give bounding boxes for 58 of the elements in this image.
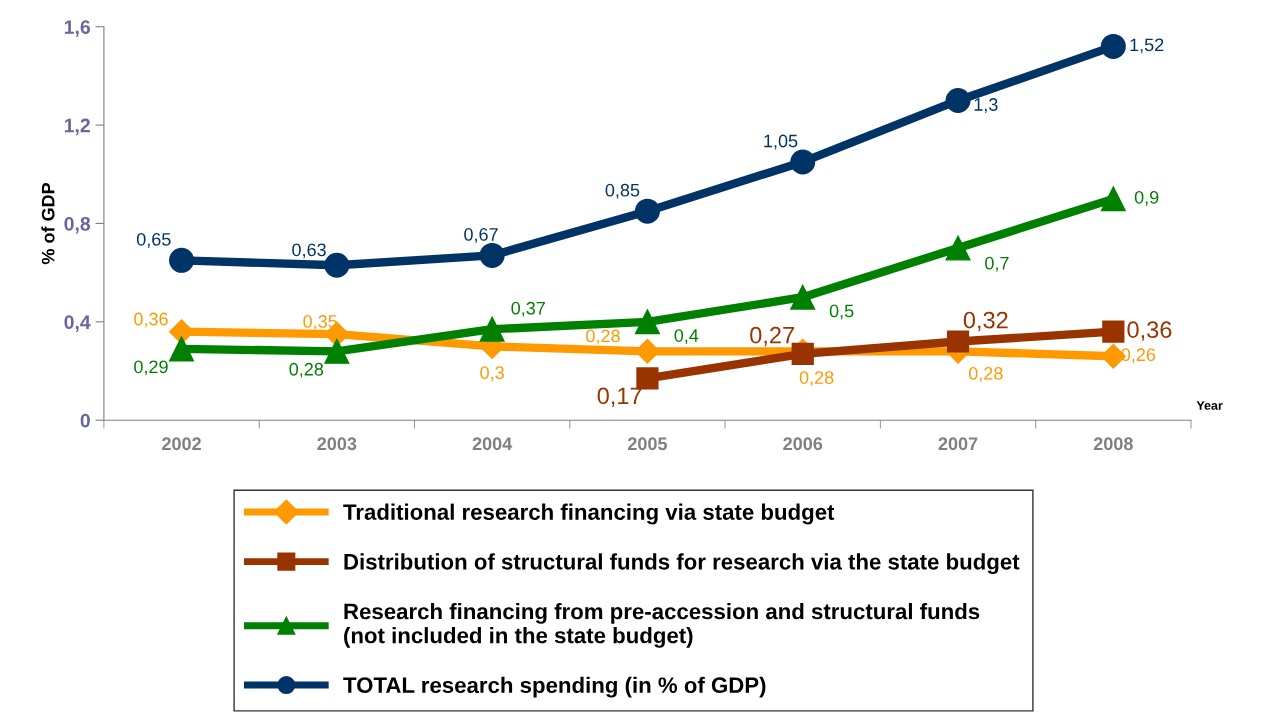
legend-label: Distribution of structural funds for research via the state budget bbox=[344, 553, 1020, 575]
data-label: 0,26 bbox=[1121, 348, 1156, 364]
data-label: 0,17 bbox=[597, 387, 642, 407]
legend-label: TOTAL research spending (in % of GDP) bbox=[343, 676, 766, 698]
data-label: 0,9 bbox=[1134, 190, 1159, 206]
x-tick-label: 2005 bbox=[627, 437, 668, 451]
y-axis-title: % of GDP bbox=[41, 182, 55, 265]
x-tick-label: 2008 bbox=[1093, 437, 1133, 451]
x-tick-label: 2003 bbox=[317, 437, 357, 451]
data-label: 1,52 bbox=[1130, 38, 1164, 54]
data-label: 0,29 bbox=[134, 360, 168, 376]
data-label: 0,5 bbox=[829, 304, 854, 320]
y-tick-label: 1,2 bbox=[64, 118, 90, 136]
data-label: 0,27 bbox=[750, 326, 794, 347]
data-label: 1,3 bbox=[974, 98, 998, 114]
point bbox=[479, 242, 505, 268]
data-label: 0,28 bbox=[289, 362, 324, 378]
point bbox=[945, 235, 971, 261]
data-label: 0,32 bbox=[963, 311, 1008, 332]
data-label: 0,28 bbox=[968, 367, 1003, 382]
point bbox=[634, 198, 660, 224]
point bbox=[324, 338, 350, 364]
point bbox=[1100, 186, 1126, 212]
data-label: 0,67 bbox=[464, 228, 498, 243]
legend-label: Research financing from pre-accession and structural funds (not included in the state budget) bbox=[344, 603, 980, 648]
point bbox=[1102, 320, 1125, 343]
y-tick-label: 0,8 bbox=[64, 216, 91, 234]
point bbox=[790, 284, 816, 310]
data-label: 0,65 bbox=[136, 232, 171, 248]
x-tick-label: 2002 bbox=[162, 437, 201, 451]
x-tick-label: 2007 bbox=[938, 437, 978, 451]
data-label: 0,7 bbox=[985, 256, 1009, 272]
y-tick-label: 0,4 bbox=[64, 315, 91, 332]
y-tick-label: 0 bbox=[80, 413, 90, 428]
y-tick-label: 1,6 bbox=[64, 20, 90, 37]
point bbox=[790, 149, 816, 175]
x-tick-label: 2004 bbox=[472, 437, 513, 451]
x-axis-title: Year bbox=[1196, 401, 1223, 410]
data-label: 0,36 bbox=[134, 312, 168, 328]
data-label: 0,28 bbox=[799, 371, 834, 387]
data-label: 0,37 bbox=[511, 301, 545, 317]
point bbox=[1100, 33, 1126, 59]
point bbox=[169, 247, 195, 273]
point bbox=[324, 252, 350, 278]
point bbox=[946, 330, 970, 353]
data-label: 0,4 bbox=[674, 329, 699, 345]
point bbox=[169, 336, 195, 362]
data-label: 0,3 bbox=[480, 366, 504, 382]
data-label: 0,36 bbox=[1127, 321, 1172, 341]
x-tick-label: 2006 bbox=[783, 437, 823, 451]
data-label: 0,63 bbox=[292, 243, 326, 259]
data-label: 1,05 bbox=[764, 134, 798, 150]
point bbox=[634, 309, 660, 335]
data-label: 0,85 bbox=[605, 183, 640, 199]
point bbox=[479, 316, 505, 342]
data-label: 0,28 bbox=[586, 329, 620, 345]
point bbox=[945, 87, 971, 113]
legend-label: Traditional research financing via state budget bbox=[343, 503, 835, 525]
